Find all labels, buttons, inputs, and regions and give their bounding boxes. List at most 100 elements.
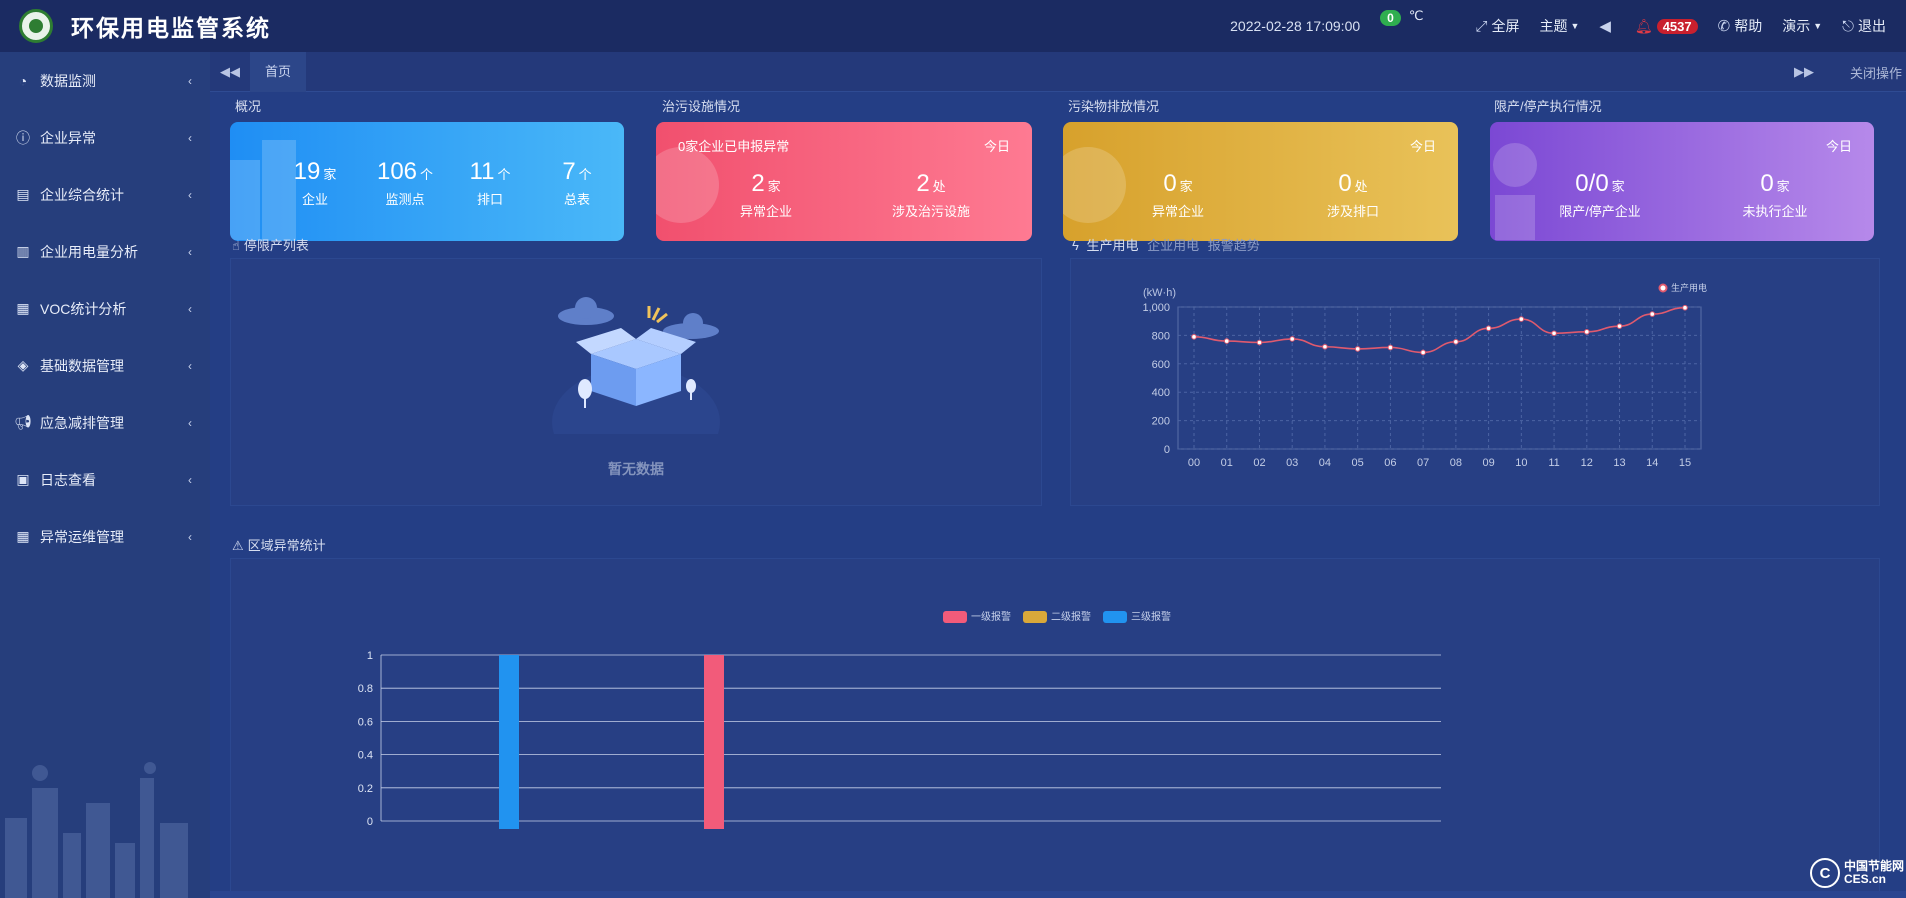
sidebar-item-logs[interactable]: ▣ 日志查看 ‹	[0, 451, 210, 508]
sidebar-item-label: 数据监测	[40, 72, 96, 89]
legend-item-level1[interactable]: 一级报警	[943, 610, 1011, 623]
data-point	[1453, 338, 1459, 345]
temperature-unit: ℃	[1408, 8, 1424, 23]
sidebar-item-company-anomaly[interactable]: ⓘ 企业异常 ‹	[0, 109, 210, 166]
close-operations-button[interactable]: 关闭操作	[1849, 65, 1902, 81]
stat-companies: 19 家 企业	[293, 158, 337, 207]
sidebar-item-data-monitor[interactable]: ◔ 数据监测 ‹	[0, 52, 210, 109]
sidebar-item-label: VOC统计分析	[40, 300, 127, 317]
calendar-icon: ▦	[16, 528, 30, 544]
dashboard-main: 概况 治污设施情况 污染物排放情况 限产/停产执行情况 19 家 企业 106 个 …	[210, 92, 1906, 898]
help-button[interactable]: ✆ 帮助	[1718, 16, 1763, 36]
stat-monitor-points: 106 个 监测点	[376, 158, 434, 207]
gauge-icon: ◔	[18, 72, 28, 89]
alerts-button[interactable]: 🔔︎ 4537	[1635, 18, 1698, 35]
datetime-display: 2022-02-28 17:09:00	[1230, 18, 1361, 34]
phone-icon: ✆	[1717, 18, 1731, 35]
sidebar-item-company-stats[interactable]: ▤ 企业综合统计 ‹	[0, 166, 210, 223]
treatment-today: 今日	[983, 139, 1010, 154]
top-header: 环保用电监管系统 2022-02-28 17:09:00 0 ℃ ⤢ 全屏 主题…	[0, 0, 1906, 52]
empty-data-text: 暂无数据	[608, 461, 664, 477]
fullscreen-button[interactable]: ⤢ 全屏	[1475, 16, 1519, 36]
x-tick-label: 00	[1188, 457, 1200, 469]
log-icon: ▣	[16, 471, 30, 487]
sidebar-item-voc-analysis[interactable]: ▦ VOC统计分析 ‹	[0, 280, 210, 337]
sidebar-item-label: 基础数据管理	[40, 357, 124, 374]
restriction-today: 今日	[1825, 139, 1852, 154]
chevron-left-icon: ‹	[188, 244, 192, 259]
sidebar-item-emergency[interactable]: 📢︎ 应急减排管理 ‹	[0, 394, 210, 451]
app-logo	[19, 9, 53, 43]
sidebar-item-label: 企业用电量分析	[40, 243, 138, 260]
tab-alarm-trend[interactable]: 报警趋势	[1207, 238, 1260, 253]
ces-watermark: C 中国节能网 CES.cn	[1809, 858, 1904, 888]
y-tick-label: 400	[1152, 387, 1170, 399]
sidebar-item-base-data[interactable]: ◈ 基础数据管理 ‹	[0, 337, 210, 394]
series-line	[1193, 306, 1686, 354]
bottom-scrollbar[interactable]	[210, 891, 1906, 898]
legend-item-level3[interactable]: 三级报警	[1103, 610, 1171, 623]
tab-company-power[interactable]: 企业用电	[1147, 238, 1200, 253]
x-tick-label: 01	[1221, 457, 1233, 469]
data-point	[1322, 343, 1328, 350]
tab-scroll-left-button[interactable]: ◀◀	[220, 63, 240, 79]
alert-circle-icon: ⓘ	[16, 129, 30, 146]
x-tick-label: 10	[1515, 457, 1527, 469]
lightning-icon: ϟ	[1072, 238, 1079, 253]
layers-icon: ◈	[17, 357, 29, 373]
plot-frame	[1177, 306, 1702, 450]
tab-production-power[interactable]: 生产用电	[1086, 238, 1139, 253]
theme-dropdown[interactable]: 主题 ▼	[1539, 16, 1579, 36]
data-point	[1223, 338, 1230, 344]
legend-label: 二级报警	[1051, 610, 1091, 623]
speaker-button[interactable]: ◀	[1599, 17, 1615, 35]
bar-chart-icon: ▥	[16, 243, 30, 259]
x-tick-label: 02	[1253, 457, 1265, 469]
legend-item-level2[interactable]: 二级报警	[1023, 610, 1091, 623]
data-point	[1354, 346, 1361, 352]
data-point	[1584, 329, 1590, 335]
legend-marker	[1658, 283, 1668, 293]
calendar-icon: ▦	[16, 300, 30, 316]
sidebar-item-label: 企业综合统计	[40, 186, 124, 203]
radiation-icon	[1063, 147, 1126, 223]
demo-dropdown[interactable]: 演示 ▼	[1782, 16, 1822, 36]
treatment-head: 0家企业已申报异常	[678, 139, 790, 154]
sidebar-item-label: 企业异常	[40, 129, 96, 146]
y-tick-label: 200	[1152, 416, 1170, 428]
ces-logo-icon: C	[1809, 858, 1840, 888]
data-point	[1191, 334, 1197, 340]
worker-icon	[1493, 143, 1537, 240]
data-point	[1682, 304, 1688, 311]
logout-button[interactable]: ⎋ 退出	[1842, 16, 1886, 36]
y-tick-label: 0.6	[358, 716, 373, 728]
data-point	[1387, 344, 1394, 351]
alert-count-badge: 4537	[1656, 18, 1698, 34]
legend-label: 三级报警	[1131, 610, 1171, 623]
temperature-badge: 0	[1380, 10, 1401, 26]
fullscreen-label: 全屏	[1491, 18, 1520, 34]
bar	[704, 655, 724, 829]
y-tick-label: 0	[367, 816, 373, 828]
tab-scroll-right-button[interactable]: ▶▶	[1793, 64, 1814, 79]
x-tick-label: 11	[1548, 457, 1559, 469]
sidebar-item-ops[interactable]: ▦ 异常运维管理 ‹	[0, 508, 210, 565]
expand-icon: ⤢	[1475, 17, 1488, 35]
data-point	[1289, 336, 1295, 342]
watermark-line2: CES.cn	[1843, 872, 1886, 886]
region-bar-chart: 一级报警 二级报警 三级报警 0 0.2 0.4 0.6 0.8 1	[358, 610, 1441, 829]
caret-down-icon: ▼	[1813, 21, 1823, 31]
warning-triangle-icon: ⚠	[232, 538, 244, 553]
sidebar-item-label: 应急减排管理	[40, 414, 124, 431]
x-tick-label: 05	[1352, 457, 1364, 469]
sidebar-item-power-analysis[interactable]: ▥ 企业用电量分析 ‹	[0, 223, 210, 280]
tab-home[interactable]: 首页	[250, 51, 307, 92]
sidebar-item-label: 异常运维管理	[40, 528, 124, 545]
data-point	[1551, 330, 1557, 337]
